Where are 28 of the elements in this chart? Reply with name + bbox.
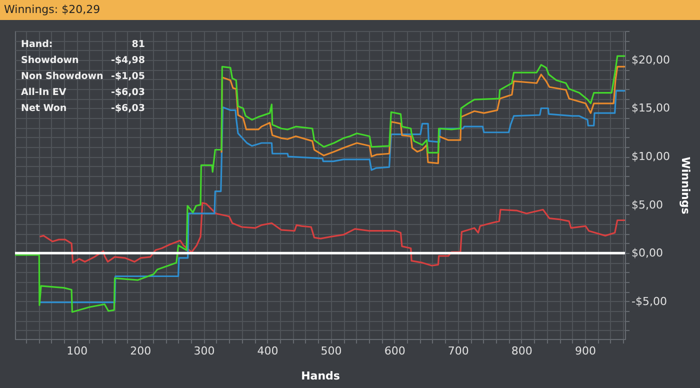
annotation: -$6,03 — [111, 87, 145, 98]
x-tick-label: 600 — [384, 344, 406, 358]
x-tick-label: 900 — [574, 344, 596, 358]
annotation: Net Won — [21, 103, 67, 114]
annotation: -$4,98 — [111, 55, 146, 66]
x-tick-label: 200 — [130, 344, 152, 358]
annotation: -$6,03 — [111, 103, 145, 114]
x-axis-title: Hands — [301, 370, 340, 382]
x-tick-label: 700 — [448, 344, 469, 358]
y-axis-title: Winnings — [678, 156, 692, 215]
y-tick-label: $5,00 — [632, 198, 663, 212]
x-tick-label: 300 — [194, 344, 215, 358]
y-tick-label: $0,00 — [632, 246, 663, 260]
annotation: Hand: — [21, 39, 53, 50]
y-tick-label: $20,00 — [632, 53, 670, 66]
annotation: 81 — [132, 39, 145, 50]
annotation: All-In EV — [21, 87, 67, 98]
y-tick-label: $10,00 — [632, 150, 670, 164]
x-tick-label: 100 — [66, 344, 88, 358]
y-tick-label: -$5,00 — [632, 294, 667, 308]
chart-title: Winnings: $20,29 — [4, 3, 100, 16]
annotation: -$1,05 — [111, 71, 145, 82]
x-tick-label: 400 — [257, 344, 278, 358]
annotation: Non Showdown — [21, 71, 104, 82]
x-tick-label: 800 — [511, 344, 532, 358]
annotation: Showdown — [21, 55, 80, 66]
y-tick-label: $15,00 — [632, 102, 670, 115]
x-tick-label: 500 — [320, 344, 342, 358]
